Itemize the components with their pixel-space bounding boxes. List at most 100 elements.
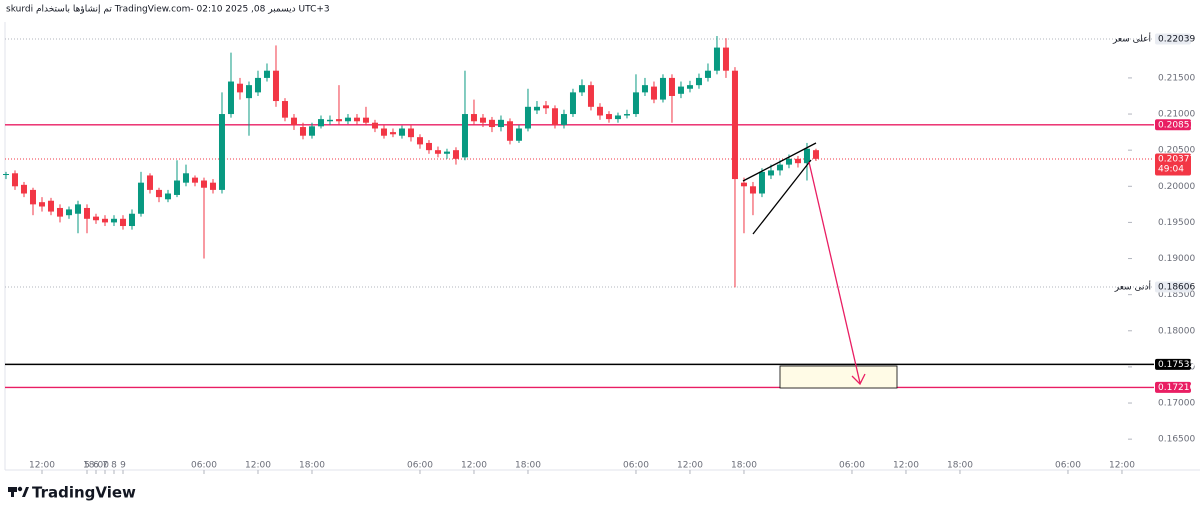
level-label: 0.18606 [1158, 282, 1195, 292]
candle-body [578, 85, 585, 93]
x-tick-label: 12:00 [29, 461, 55, 471]
level-name: أعلى سعر [1112, 32, 1151, 44]
x-tick-label: 6 [93, 461, 99, 471]
logo [8, 486, 29, 497]
y-tick-label: 0.21000 [1158, 110, 1195, 120]
candle-body [164, 193, 171, 200]
x-tick-label: 06:00 [407, 461, 433, 471]
candle-body [155, 189, 162, 198]
candle-body [272, 70, 279, 102]
candle-body [497, 119, 504, 128]
wedge-upper-line [742, 142, 817, 182]
y-tick-label: 0.17000 [1158, 399, 1195, 409]
candle-body [587, 85, 594, 107]
candle-body [83, 207, 90, 219]
candle-body [299, 127, 306, 136]
y-tick-label: 0.19500 [1158, 218, 1195, 228]
x-tick-label: 06:00 [1055, 461, 1081, 471]
x-tick-label: 18:00 [515, 461, 541, 471]
candle-body [416, 137, 423, 145]
x-tick-label: 12:00 [893, 461, 919, 471]
candle-body [11, 173, 18, 187]
candle-body [668, 77, 675, 96]
candle-body [524, 106, 531, 129]
candle-body [425, 142, 432, 151]
candle-body [551, 108, 558, 125]
candle-body [146, 175, 153, 190]
candle-body [254, 77, 261, 93]
x-tick-label: 5 [84, 461, 90, 471]
candle-body [389, 132, 396, 135]
candle-body [128, 213, 135, 227]
candle-body [803, 148, 810, 164]
x-tick-label: 12:00 [461, 461, 487, 471]
brand-name: TradingView [32, 484, 136, 502]
candle-body [758, 171, 765, 194]
candle-body [722, 47, 729, 71]
candle-body [659, 77, 666, 100]
level-label: 0.22039 [1158, 34, 1195, 44]
candle-body [614, 115, 621, 120]
candle-body [695, 77, 702, 86]
candle-body [632, 92, 639, 115]
x-tick-label: 18:00 [83, 461, 109, 471]
candle-body [434, 150, 441, 154]
logo-mark [17, 486, 23, 492]
level-label-box [1155, 119, 1191, 131]
candle-body [731, 70, 738, 180]
candle-body [704, 70, 711, 78]
level-name: أدنى سعر [1114, 280, 1151, 292]
candle-body [560, 114, 567, 125]
candle-body [245, 85, 252, 99]
candle-body [686, 85, 693, 89]
candle-body [776, 164, 783, 171]
candle-body [740, 182, 747, 187]
candle-body [650, 86, 657, 100]
level-label-box [1155, 33, 1191, 45]
candle-body [767, 170, 774, 176]
candle-body [794, 158, 801, 164]
forecast-arrow [808, 161, 861, 384]
candle-body [65, 209, 72, 216]
candle-body [326, 119, 333, 122]
logo-mark [11, 487, 14, 497]
x-tick-label: 06:00 [191, 461, 217, 471]
candle-body [398, 128, 405, 136]
x-tick-label: 8 [111, 461, 117, 471]
forecast-arrow-head [851, 373, 866, 386]
level-label: 0.20377 [1158, 155, 1195, 165]
candle-body [218, 114, 225, 190]
x-tick-label: 9 [120, 461, 126, 471]
logo-mark [22, 487, 29, 497]
candle-body [38, 202, 45, 207]
candle-body [515, 128, 522, 141]
x-tick-label: 12:00 [245, 461, 271, 471]
candle-body [569, 92, 576, 115]
level-label-box [1155, 153, 1191, 176]
level-label: 0.17216 [1158, 383, 1195, 393]
candle-body [281, 101, 288, 118]
candle-body [227, 81, 234, 115]
candle-body [605, 114, 612, 120]
candle-body [191, 177, 198, 183]
target-box [779, 365, 898, 389]
candle-body [137, 182, 144, 214]
candle-body [596, 106, 603, 116]
level-label: 0.17535 [1158, 360, 1195, 370]
y-tick-label: 0.21500 [1158, 73, 1195, 83]
header-text: skurdi تم إنشاؤها باستخدام TradingView.c… [6, 5, 330, 15]
candle-body [335, 119, 342, 122]
x-tick-label: 18:00 [299, 461, 325, 471]
x-tick-label: 7 [102, 461, 108, 471]
candle-body [371, 122, 378, 129]
candle-body [506, 121, 513, 141]
y-tick-label: 0.20000 [1158, 182, 1195, 192]
candle-body [101, 218, 108, 223]
candle-body [677, 86, 684, 94]
wedge-lower-line [752, 159, 812, 235]
candle-body [290, 117, 297, 125]
candle-body [362, 117, 369, 123]
candle-body [470, 114, 477, 122]
